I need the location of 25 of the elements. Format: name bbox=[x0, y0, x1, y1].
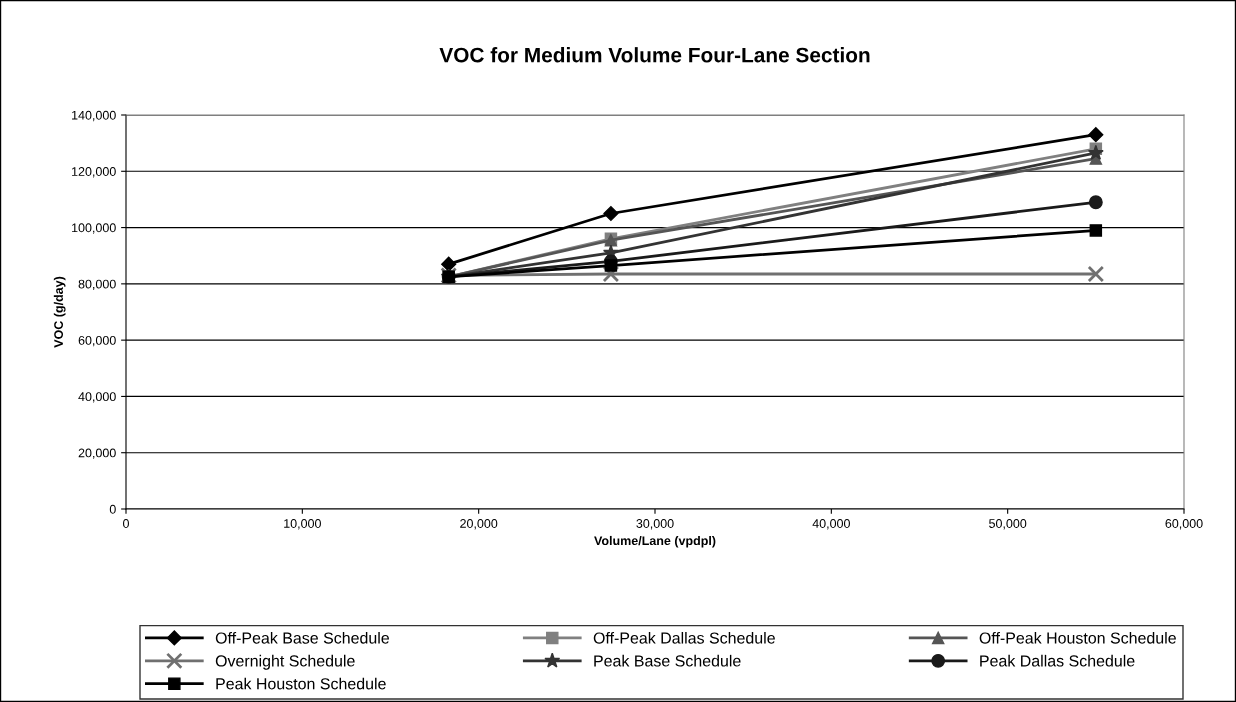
y-tick-label: 20,000 bbox=[78, 448, 116, 459]
y-tick-label: 60,000 bbox=[78, 335, 116, 347]
x-tick-label: 20,000 bbox=[460, 519, 498, 530]
legend-label: Off-Peak Base Schedule bbox=[215, 631, 389, 644]
x-tick-label: 40,000 bbox=[812, 519, 850, 530]
y-tick-label: 0 bbox=[109, 504, 116, 514]
y-tick-label: 120,000 bbox=[72, 167, 116, 178]
x-tick-label: 0 bbox=[123, 519, 129, 528]
legend-label: Overnight Schedule bbox=[215, 654, 355, 670]
legend-label: Peak Houston Schedule bbox=[216, 677, 386, 690]
y-tick-label: 40,000 bbox=[78, 392, 116, 403]
legend-label: Off-Peak Houston Schedule bbox=[979, 631, 1176, 644]
legend-label: Peak Dallas Schedule bbox=[980, 654, 1135, 667]
x-tick-label: 50,000 bbox=[989, 519, 1027, 530]
y-tick-label: 100,000 bbox=[72, 223, 116, 234]
y-axis-title: VOC (g/day) bbox=[53, 276, 66, 348]
legend-label: Peak Base Schedule bbox=[594, 654, 741, 667]
x-tick-label: 30,000 bbox=[636, 519, 674, 530]
x-axis-title: Volume/Lane (vpdpl) bbox=[594, 535, 716, 548]
legend-label: Off-Peak Dallas Schedule bbox=[593, 631, 775, 644]
y-tick-label: 80,000 bbox=[78, 279, 116, 290]
x-tick-label: 60,000 bbox=[1165, 519, 1203, 530]
x-tick-label: 10,000 bbox=[284, 519, 321, 530]
chart-title: VOC for Medium Volume Four-Lane Section bbox=[439, 47, 870, 63]
y-tick-label: 140,000 bbox=[72, 110, 116, 122]
